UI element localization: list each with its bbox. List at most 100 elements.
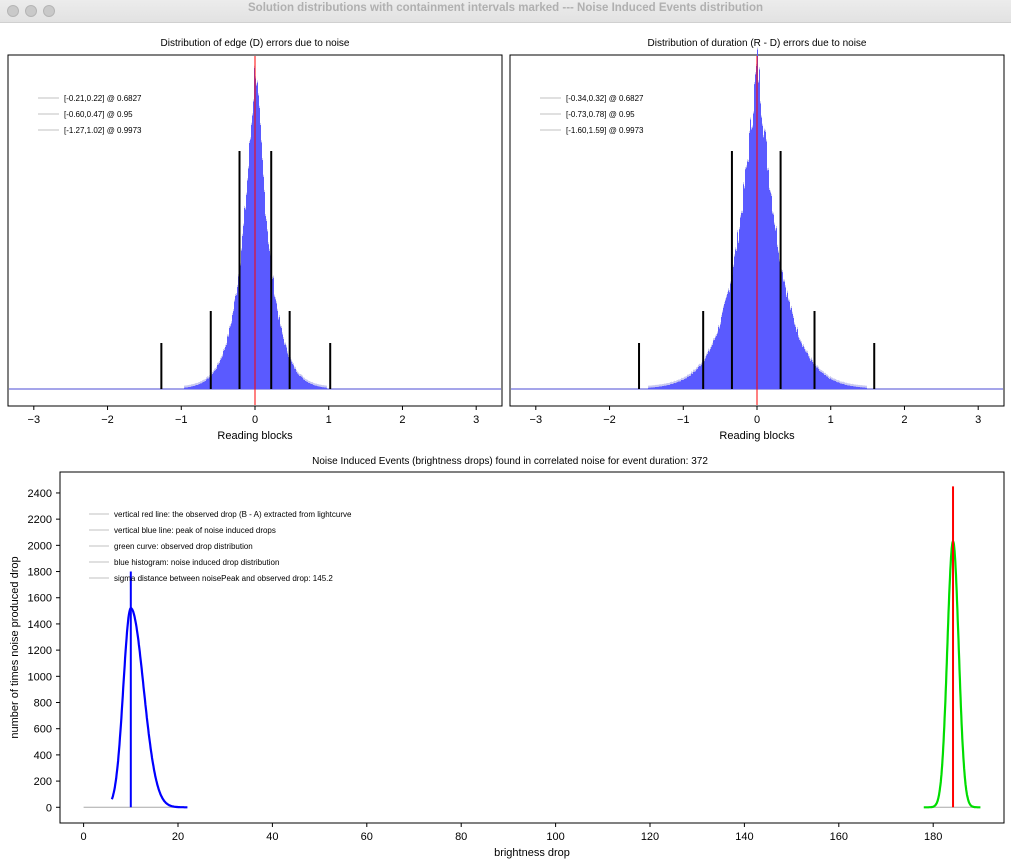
histogram-bar-edge <box>831 377 832 380</box>
histogram-bar-edge <box>828 375 829 378</box>
histogram-bar-edge <box>203 379 204 382</box>
x-tick-label: 40 <box>266 831 278 843</box>
histogram-bar-edge <box>196 382 197 385</box>
histogram-bar <box>214 370 215 389</box>
histogram-bar-edge <box>257 80 258 83</box>
histogram-bar-edge <box>672 382 673 385</box>
close-window-button[interactable] <box>7 5 19 17</box>
histogram-bar <box>319 386 320 389</box>
histogram-bar <box>187 387 188 389</box>
histogram-bar-edge <box>200 381 201 384</box>
y-tick-label: 0 <box>46 802 52 814</box>
histogram-bar-edge <box>299 373 300 376</box>
histogram-bar-edge <box>661 384 662 387</box>
histogram-bar-edge <box>273 275 274 278</box>
histogram-bar-edge <box>755 72 756 75</box>
histogram-bar-edge <box>232 312 233 315</box>
histogram-bar-edge <box>305 378 306 381</box>
histogram-bar <box>766 141 767 389</box>
histogram-bar-edge <box>274 294 275 297</box>
histogram-bar <box>864 387 865 389</box>
histogram-bar-edge <box>234 299 235 302</box>
histogram-bar <box>196 384 197 389</box>
histogram-bar-edge <box>658 384 659 387</box>
histogram-bar <box>826 376 827 389</box>
histogram-bar-edge <box>233 309 234 312</box>
histogram-bar-edge <box>691 371 692 374</box>
histogram-bar <box>299 375 300 389</box>
histogram-bar-edge <box>680 379 681 382</box>
histogram-bar-edge <box>696 367 697 370</box>
histogram-bar-edge <box>728 288 729 291</box>
histogram-bar-edge <box>788 298 789 301</box>
histogram-bar <box>660 386 661 389</box>
histogram-bar-edge <box>833 378 834 381</box>
histogram-bar-edge <box>851 384 852 387</box>
histogram-bar-edge <box>229 325 230 328</box>
histogram-bar-edge <box>827 374 828 377</box>
zoom-window-button[interactable] <box>43 5 55 17</box>
histogram-bar-edge <box>804 347 805 350</box>
histogram-bar-edge <box>318 384 319 387</box>
histogram-bar-edge <box>819 368 820 371</box>
histogram-bar <box>250 139 251 389</box>
histogram-bar <box>697 368 698 389</box>
histogram-bar <box>726 297 727 389</box>
histogram-bar <box>654 387 655 389</box>
histogram-bar <box>824 374 825 389</box>
histogram-bar-edge <box>826 374 827 377</box>
histogram-bar-edge <box>651 385 652 388</box>
histogram-bar-edge <box>300 374 301 377</box>
histogram-bar <box>662 386 663 389</box>
histogram-bar-edge <box>262 158 263 161</box>
histogram-bar-edge <box>319 384 320 387</box>
histogram-bar-edge <box>288 354 289 357</box>
histogram-bar <box>668 384 669 389</box>
histogram-bar <box>285 344 286 389</box>
histogram-bar <box>661 386 662 389</box>
histogram-bar <box>305 380 306 389</box>
histogram-bar <box>268 244 269 389</box>
histogram-bar <box>325 387 326 389</box>
histogram-bar-edge <box>739 227 740 230</box>
histogram-bar <box>859 386 860 389</box>
histogram-bar <box>792 313 793 389</box>
histogram-bar <box>712 344 713 389</box>
histogram-bar <box>280 326 281 389</box>
histogram-bar-edge <box>276 301 277 304</box>
histogram-bar <box>782 272 783 389</box>
histogram-bar <box>237 286 238 389</box>
histogram-bar <box>798 337 799 389</box>
y-tick-label: 200 <box>34 776 52 788</box>
histogram-bar <box>784 281 785 389</box>
histogram-bar-edge <box>775 228 776 231</box>
histogram-bar <box>287 353 288 389</box>
histogram-bar <box>853 386 854 389</box>
histogram-bar <box>659 386 660 389</box>
histogram-bar <box>185 387 186 389</box>
histogram-bar <box>678 381 679 389</box>
histogram-bar-edge <box>839 380 840 383</box>
histogram-bar <box>701 364 702 389</box>
histogram-bar-edge <box>303 377 304 380</box>
histogram-bar-edge <box>747 159 748 162</box>
histogram-bar <box>212 373 213 389</box>
histogram-bar-edge <box>227 334 228 337</box>
histogram-bar <box>673 383 674 389</box>
histogram-bar <box>261 142 262 389</box>
minimize-window-button[interactable] <box>25 5 37 17</box>
histogram-bar-edge <box>223 349 224 352</box>
histogram-bar-edge <box>673 381 674 384</box>
x-tick-label: 60 <box>361 831 373 843</box>
histogram-bar-edge <box>841 381 842 384</box>
histogram-bar-edge <box>743 182 744 185</box>
x-tick-label: −3 <box>530 414 543 426</box>
histogram-bar-edge <box>682 377 683 380</box>
histogram-bar-edge <box>656 384 657 387</box>
histogram-bar <box>717 333 718 389</box>
histogram-bar <box>772 213 773 389</box>
histogram-bar <box>192 386 193 389</box>
histogram-bar <box>755 74 756 390</box>
histogram-bar <box>272 278 273 389</box>
histogram-bar <box>856 386 857 389</box>
